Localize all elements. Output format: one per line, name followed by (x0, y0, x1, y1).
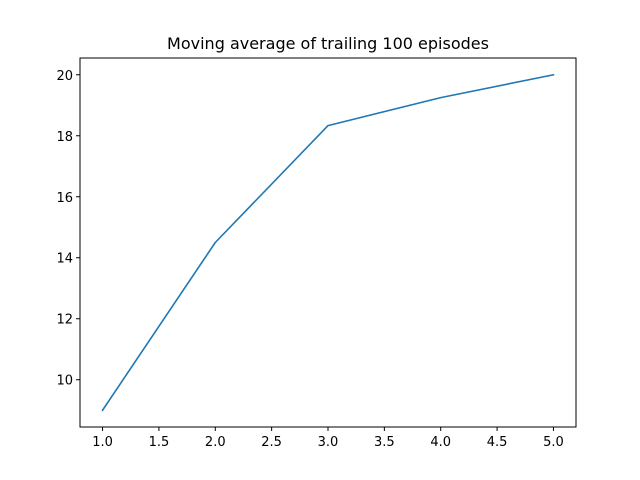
y-tick-label: 18 (56, 130, 73, 145)
x-tick-label: 3.5 (374, 435, 395, 450)
x-tick-label: 1.0 (92, 435, 113, 450)
x-tick-label: 5.0 (543, 435, 564, 450)
plot-area-frame (79, 57, 577, 428)
x-tick-label: 2.0 (205, 435, 226, 450)
x-tick-label: 4.5 (487, 435, 508, 450)
y-axis-ticks: 10 12 14 16 18 20 (56, 69, 80, 389)
x-tick-label: 3.0 (318, 435, 339, 450)
y-tick-label: 16 (56, 191, 73, 206)
y-tick-label: 14 (56, 252, 73, 267)
x-tick-label: 4.0 (430, 435, 451, 450)
y-tick-label: 10 (56, 374, 73, 389)
x-tick-label: 2.5 (261, 435, 282, 450)
x-tick-label: 1.5 (149, 435, 170, 450)
x-axis-ticks: 1.0 1.5 2.0 2.5 3.0 3.5 4.0 4.5 5.0 (92, 427, 564, 450)
y-tick-label: 12 (56, 313, 73, 328)
chart-title: Moving average of trailing 100 episodes (167, 34, 489, 53)
series-line (101, 73, 555, 412)
y-tick-label: 20 (56, 69, 73, 84)
series-layer (101, 73, 555, 412)
